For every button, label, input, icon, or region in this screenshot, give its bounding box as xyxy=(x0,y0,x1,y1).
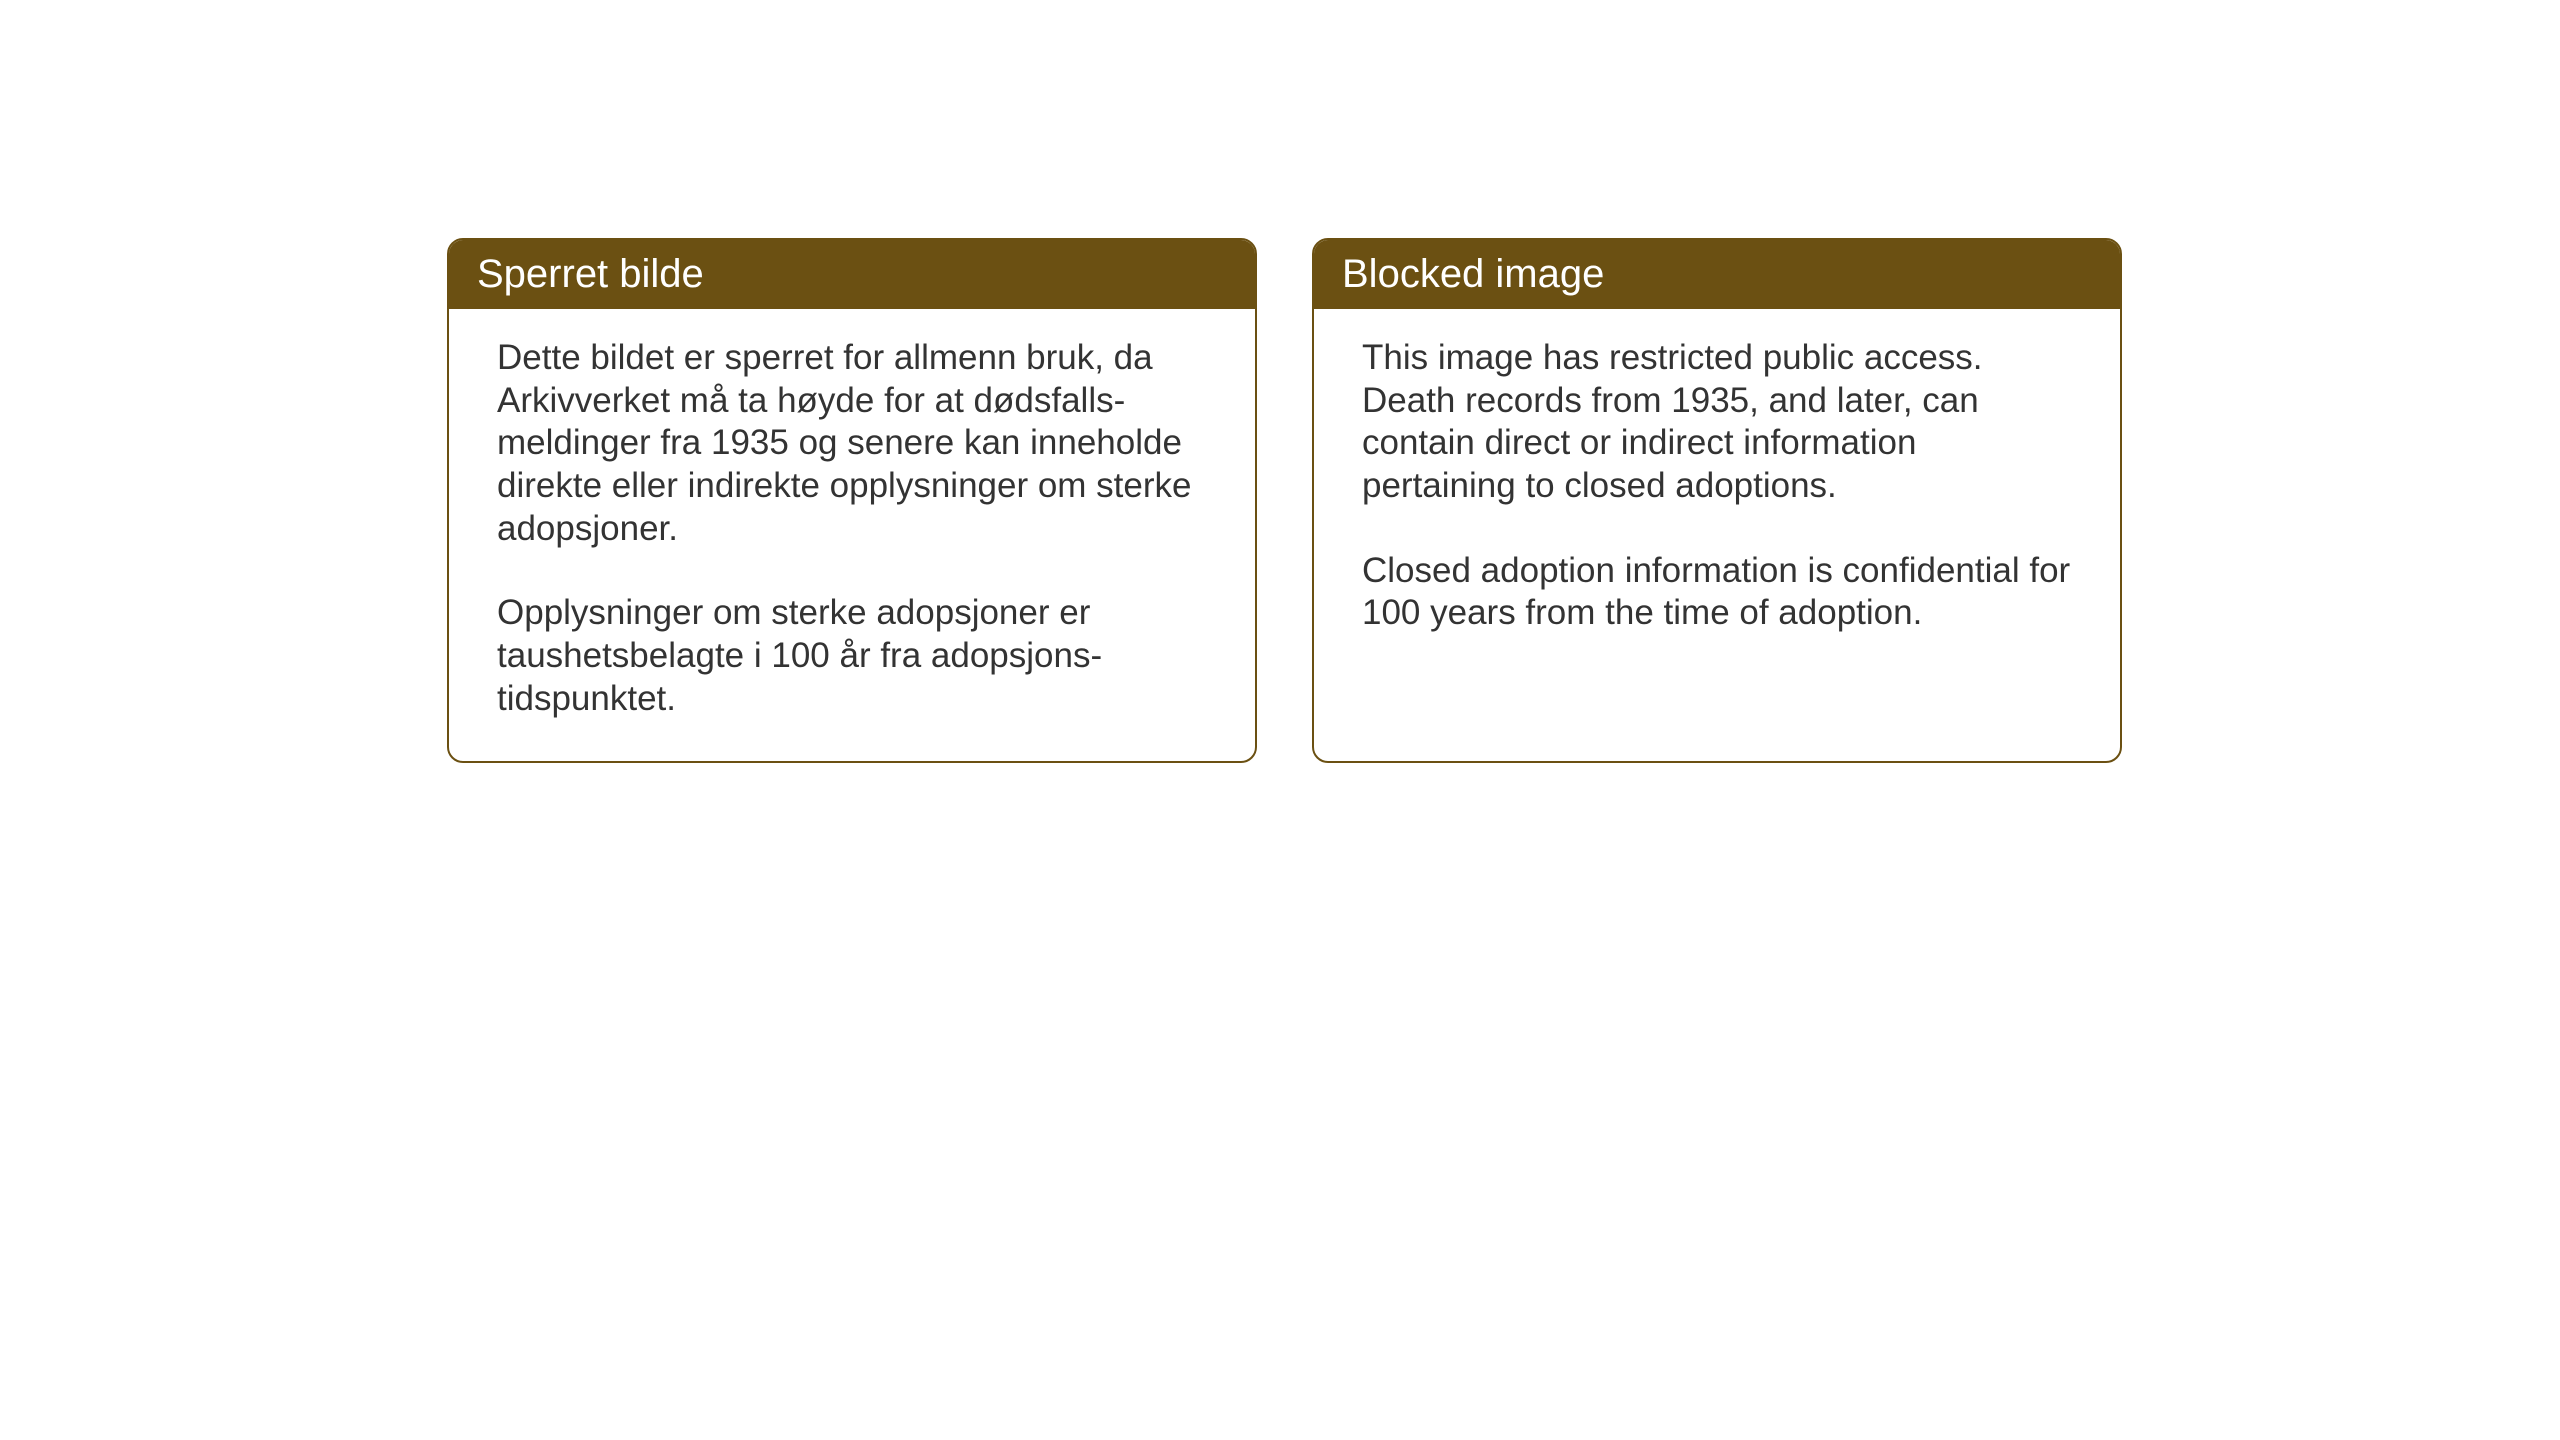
card-paragraph-1-norwegian: Dette bildet er sperret for allmenn bruk… xyxy=(497,337,1207,550)
card-paragraph-2-norwegian: Opplysninger om sterke adopsjoner er tau… xyxy=(497,592,1207,720)
card-body-english: This image has restricted public access.… xyxy=(1314,309,2120,675)
notice-card-norwegian: Sperret bilde Dette bildet er sperret fo… xyxy=(447,238,1257,763)
notice-card-english: Blocked image This image has restricted … xyxy=(1312,238,2122,763)
card-header-english: Blocked image xyxy=(1314,240,2120,309)
card-body-norwegian: Dette bildet er sperret for allmenn bruk… xyxy=(449,309,1255,761)
notice-cards-container: Sperret bilde Dette bildet er sperret fo… xyxy=(447,238,2122,763)
card-paragraph-1-english: This image has restricted public access.… xyxy=(1362,337,2072,508)
card-paragraph-2-english: Closed adoption information is confident… xyxy=(1362,550,2072,635)
card-header-norwegian: Sperret bilde xyxy=(449,240,1255,309)
